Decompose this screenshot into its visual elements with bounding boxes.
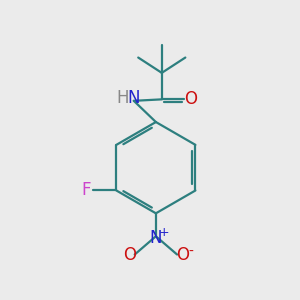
Text: N: N	[150, 229, 162, 247]
Text: +: +	[158, 226, 169, 239]
Text: -: -	[188, 244, 193, 259]
Text: N: N	[128, 89, 140, 107]
Text: O: O	[123, 246, 136, 264]
Text: H: H	[116, 89, 129, 107]
Text: O: O	[176, 246, 189, 264]
Text: F: F	[82, 182, 91, 200]
Text: O: O	[184, 90, 197, 108]
